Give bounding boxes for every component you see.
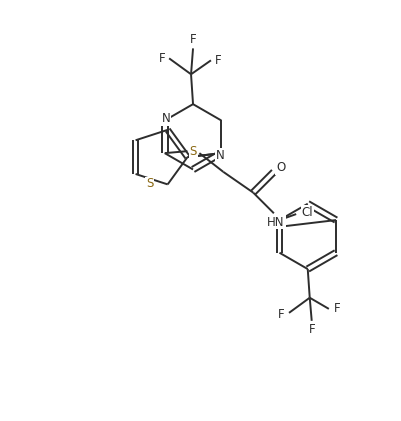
Text: F: F bbox=[158, 52, 165, 65]
Text: F: F bbox=[333, 302, 339, 315]
Text: F: F bbox=[214, 54, 221, 67]
Text: Cl: Cl bbox=[301, 205, 312, 218]
Text: HN: HN bbox=[266, 216, 284, 229]
Text: N: N bbox=[215, 149, 224, 162]
Text: O: O bbox=[276, 161, 285, 174]
Text: S: S bbox=[146, 178, 153, 190]
Text: F: F bbox=[189, 33, 196, 46]
Text: F: F bbox=[308, 323, 314, 336]
Text: S: S bbox=[189, 145, 196, 157]
Text: F: F bbox=[277, 308, 284, 321]
Text: N: N bbox=[161, 112, 170, 125]
